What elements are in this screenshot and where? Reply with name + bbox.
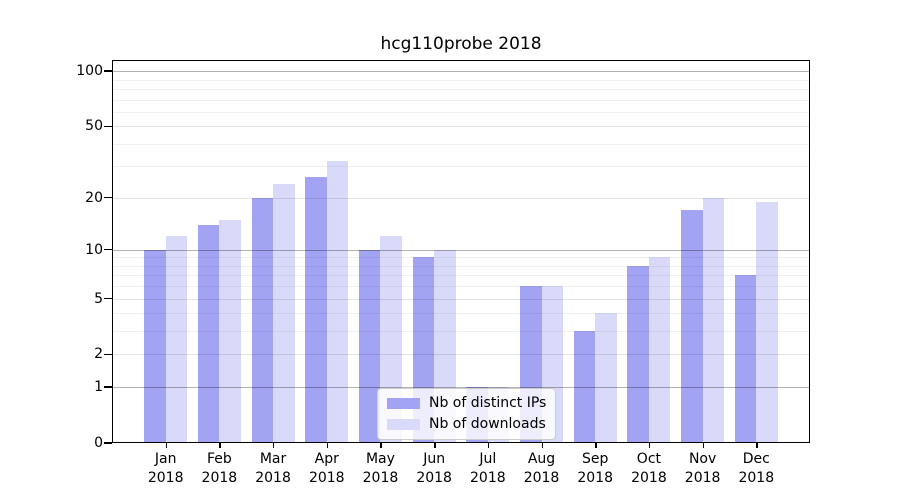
x-tick-dec [756, 443, 758, 448]
x-tick-sep [595, 443, 597, 448]
x-tick-label-apr: Apr 2018 [308, 451, 345, 486]
bar-downloads-sep [595, 313, 617, 443]
x-tick-label-dec: Dec 2018 [738, 451, 775, 486]
gridline-y-100 [112, 71, 810, 73]
gridline-y-30 [112, 166, 810, 168]
y-tick-label-10: 10 [85, 241, 103, 258]
x-tick-mar [273, 443, 275, 448]
bar-downloads-apr [326, 161, 349, 443]
y-tick-1 [104, 386, 112, 388]
y-tick-5 [104, 297, 112, 300]
gridline-y-60 [112, 111, 810, 113]
gridline-y-70 [112, 99, 810, 101]
x-tick-jun [434, 443, 436, 448]
y-tick-label-0: 0 [94, 435, 103, 451]
x-tick-label-jun: Jun 2018 [416, 451, 452, 486]
y-tick-label-20: 20 [85, 189, 103, 206]
legend-label-distinct-ips: Nb of distinct IPs [429, 395, 547, 411]
bar-distinct-ips-dec [734, 275, 757, 443]
bar-distinct-ips-may [358, 249, 381, 443]
y-tick-2 [104, 353, 112, 356]
legend-swatch-downloads [387, 419, 420, 430]
bar-distinct-ips-nov [681, 210, 703, 443]
x-tick-apr [326, 443, 329, 448]
y-tick-10 [104, 249, 112, 251]
bar-downloads-jan [165, 236, 188, 443]
legend-swatch-distinct-ips [387, 398, 420, 409]
gridline-y-6 [112, 286, 810, 288]
legend-label-downloads: Nb of downloads [429, 416, 546, 432]
bar-distinct-ips-apr [305, 177, 327, 443]
gridline-y-2 [112, 354, 810, 356]
y-tick-label-5: 5 [94, 290, 103, 307]
x-tick-jul [487, 443, 490, 448]
x-tick-label-jan: Jan 2018 [147, 451, 184, 486]
bar-downloads-nov [702, 197, 725, 443]
y-tick-50 [104, 125, 112, 127]
gridline-y-10 [112, 249, 810, 251]
plot-area [112, 60, 810, 443]
gridline-y-7 [112, 275, 810, 277]
bar-distinct-ips-mar [251, 197, 274, 443]
x-tick-label-may: May 2018 [362, 451, 399, 486]
chart-title: hcg110probe 2018 [380, 34, 542, 54]
y-tick-0 [104, 442, 112, 444]
y-tick-label-2: 2 [94, 346, 103, 363]
x-tick-label-jul: Jul 2018 [470, 451, 506, 486]
gridline-y-9 [112, 257, 810, 259]
x-tick-label-aug: Aug 2018 [523, 451, 560, 486]
gridline-y-8 [112, 265, 810, 267]
gridline-y-40 [112, 143, 810, 145]
x-tick-label-feb: Feb 2018 [201, 451, 238, 486]
y-tick-label-50: 50 [85, 118, 103, 135]
bar-distinct-ips-jan [144, 249, 166, 443]
legend: Nb of distinct IPs Nb of downloads [377, 388, 557, 440]
bar-downloads-dec [756, 201, 778, 443]
gridline-y-1 [112, 387, 810, 389]
bar-distinct-ips-feb [197, 224, 220, 443]
x-tick-nov [702, 443, 704, 448]
gridline-y-50 [112, 126, 810, 128]
x-tick-jan [165, 443, 168, 448]
legend-item-downloads: Nb of downloads [387, 417, 546, 432]
x-tick-feb [219, 443, 221, 448]
x-tick-label-oct: Oct 2018 [631, 451, 667, 486]
gridline-y-90 [112, 79, 810, 81]
bar-downloads-feb [219, 219, 241, 443]
x-tick-label-mar: Mar 2018 [255, 451, 291, 486]
x-tick-oct [648, 443, 651, 448]
x-tick-label-nov: Nov 2018 [684, 451, 721, 486]
y-tick-label-1: 1 [94, 379, 103, 396]
y-tick-20 [104, 197, 112, 199]
gridline-y-4 [112, 313, 810, 315]
gridline-y-5 [112, 298, 810, 300]
gridline-y-80 [112, 88, 810, 90]
gridline-y-3 [112, 331, 810, 333]
bar-downloads-mar [273, 183, 295, 443]
x-tick-may [380, 443, 382, 448]
x-tick-aug [541, 443, 543, 448]
y-tick-label-100: 100 [76, 63, 103, 80]
legend-item-distinct-ips: Nb of distinct IPs [387, 396, 546, 411]
y-tick-100 [104, 70, 112, 72]
bar-downloads-oct [648, 257, 671, 443]
gridline-y-20 [112, 197, 810, 199]
bar-distinct-ips-sep [573, 331, 596, 443]
x-tick-label-sep: Sep 2018 [577, 451, 614, 486]
bar-distinct-ips-oct [627, 265, 649, 443]
